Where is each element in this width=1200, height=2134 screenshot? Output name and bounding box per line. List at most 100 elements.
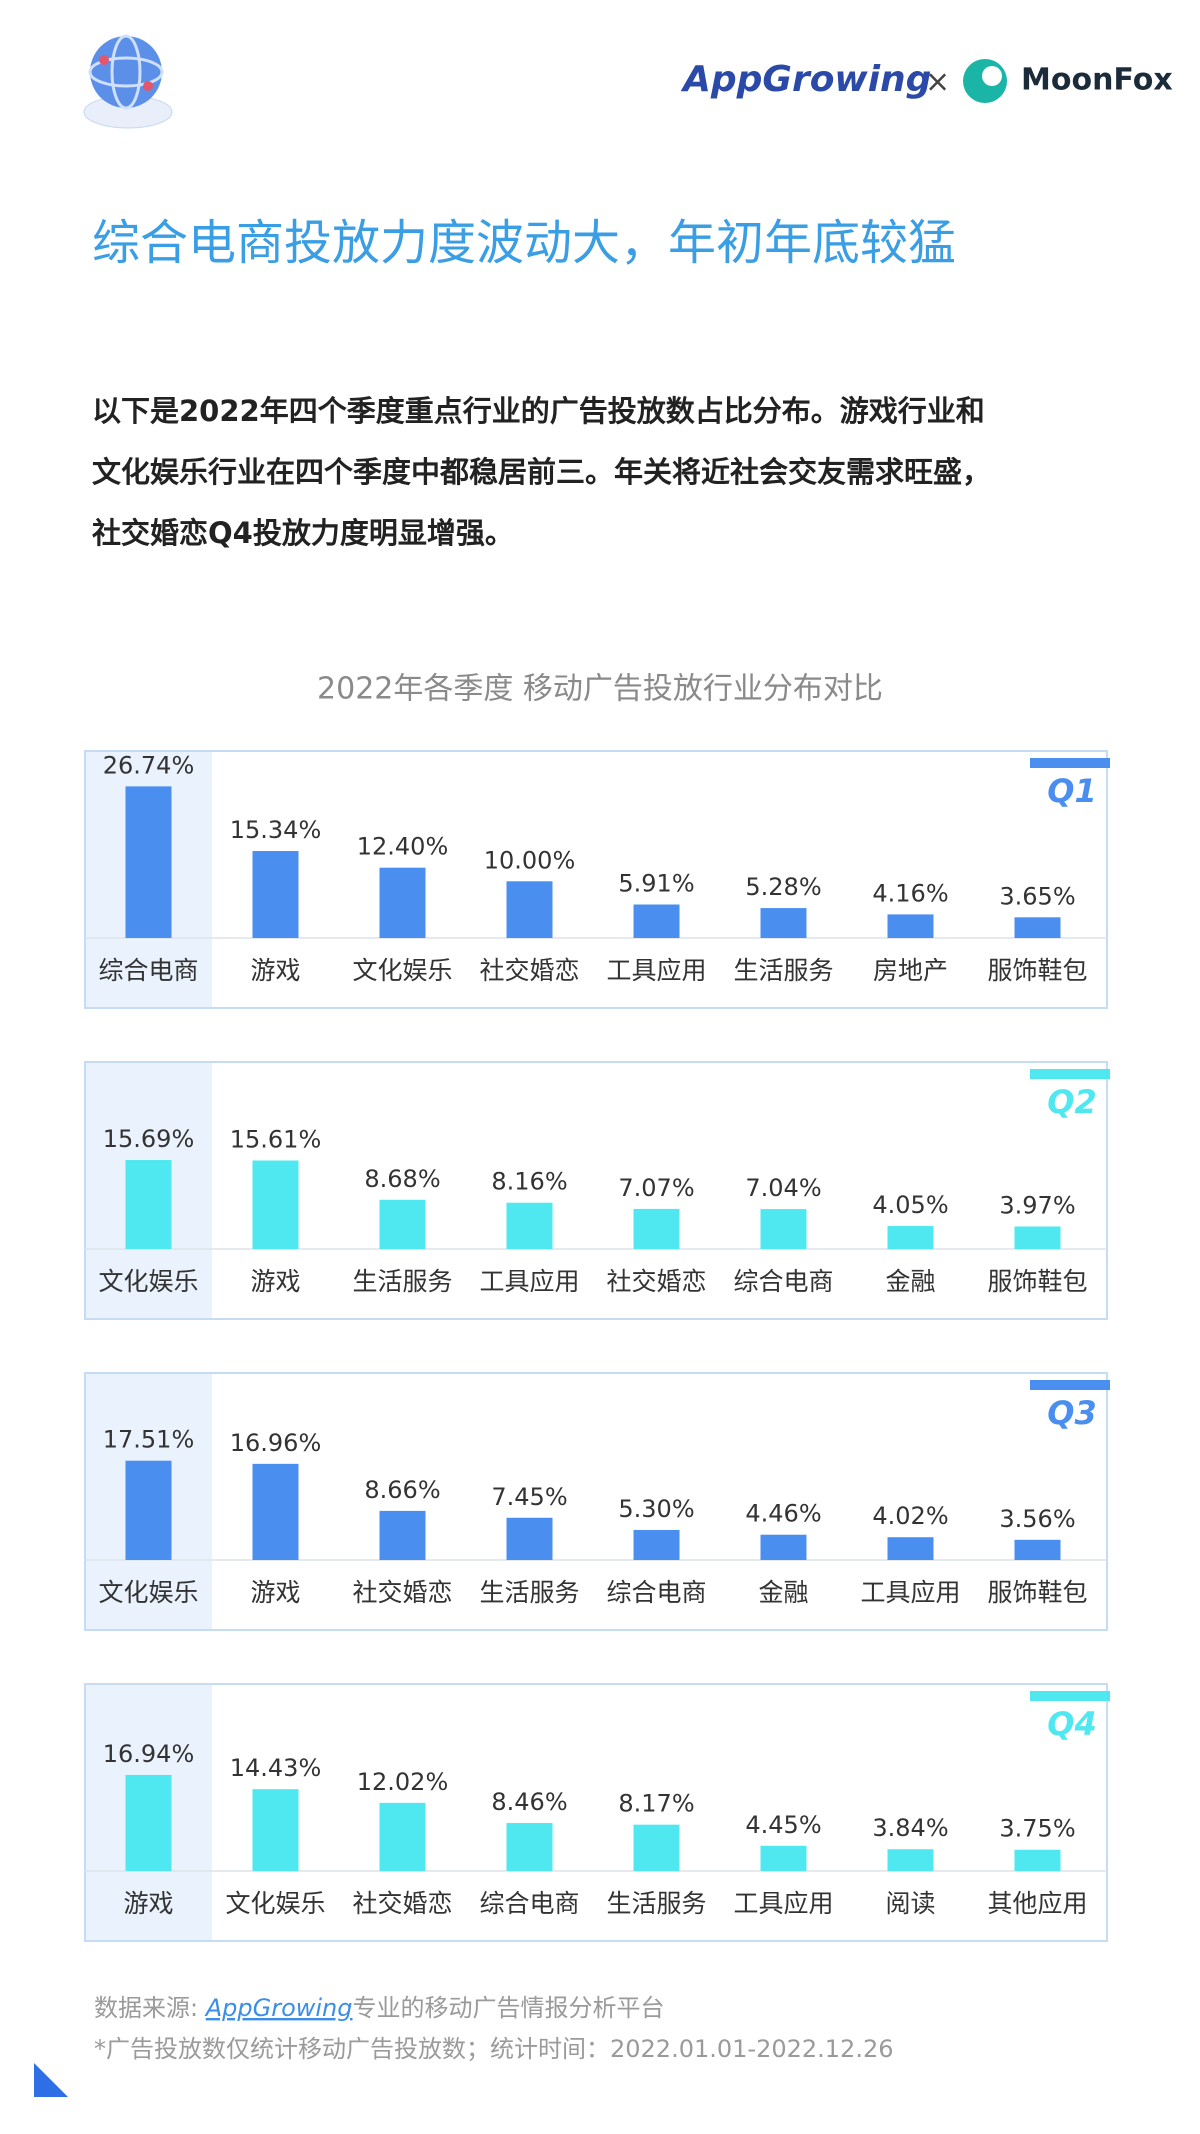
category-label: 文化娱乐 [98, 1578, 198, 1607]
bar [379, 1199, 426, 1249]
category-label: 文化娱乐 [225, 1889, 325, 1918]
bar [1014, 1226, 1061, 1249]
value-label: 8.17% [618, 1790, 694, 1818]
category-label: 综合电商 [479, 1889, 579, 1918]
category-label: 阅读 [885, 1889, 935, 1918]
source-link[interactable]: AppGrowing [204, 1994, 353, 2022]
panel-border [84, 750, 1108, 1009]
category-label: 社交婚恋 [606, 1267, 706, 1296]
category-label: 金融 [758, 1578, 808, 1607]
bar [887, 914, 934, 938]
charts: Q1 26.74% 综合电商 15.34% 游戏 12.40% 文化娱乐 10.00% 社交婚恋… [84, 750, 1110, 1942]
quarter-label: Q4 [1047, 1705, 1096, 1743]
brand-moonfox: MoonFox [1021, 63, 1173, 98]
bar [252, 1789, 299, 1871]
value-label: 7.04% [745, 1174, 821, 1202]
value-label: 7.07% [618, 1174, 694, 1202]
value-label: 5.30% [618, 1495, 694, 1523]
value-label: 16.96% [230, 1429, 322, 1457]
bar [506, 881, 553, 938]
paragraph: 以下是2022年四个季度重点行业的广告投放数占比分布。游戏行业和文化娱乐行业在四… [92, 394, 991, 550]
value-label: 3.56% [999, 1505, 1075, 1533]
bar [633, 1824, 680, 1871]
logo-icon [83, 34, 173, 129]
category-label: 社交婚恋 [352, 1889, 452, 1918]
value-label: 4.45% [745, 1811, 821, 1839]
value-label: 8.66% [364, 1476, 440, 1504]
panel-border [84, 1061, 1108, 1320]
value-label: 12.02% [357, 1768, 449, 1796]
paragraph-line: 文化娱乐行业在四个季度中都稳居前三。年关将近社会交友需求旺盛， [92, 455, 991, 489]
category-label: 游戏 [250, 1578, 300, 1607]
category-label: 服饰鞋包 [987, 1267, 1087, 1296]
value-label: 5.28% [745, 873, 821, 901]
bar [760, 1845, 807, 1871]
category-label: 社交婚恋 [352, 1578, 452, 1607]
value-label: 26.74% [103, 751, 195, 779]
footnote: *广告投放数仅统计移动广告投放数；统计时间：2022.01.01-2022.12… [94, 2035, 894, 2063]
bar [252, 1160, 299, 1249]
bar [633, 904, 680, 938]
value-label: 7.45% [491, 1483, 567, 1511]
value-label: 16.94% [103, 1740, 195, 1768]
value-label: 14.43% [230, 1754, 322, 1782]
category-label: 综合电商 [733, 1267, 833, 1296]
category-label: 服饰鞋包 [987, 1578, 1087, 1607]
source-suffix: 专业的移动广告情报分析平台 [353, 1994, 665, 2022]
quarter-label: Q2 [1047, 1083, 1096, 1121]
value-label: 8.16% [491, 1168, 567, 1196]
quarter-badge [1030, 1691, 1110, 1701]
charts-title: 2022年各季度 移动广告投放行业分布对比 [317, 672, 883, 707]
value-label: 3.84% [872, 1814, 948, 1842]
value-label: 4.05% [872, 1191, 948, 1219]
category-label: 游戏 [123, 1889, 173, 1918]
bar [379, 867, 426, 938]
value-label: 15.69% [103, 1125, 195, 1153]
bar [506, 1517, 553, 1560]
bar [506, 1823, 553, 1871]
quarter-label: Q1 [1047, 772, 1096, 810]
panel-border [84, 1683, 1108, 1942]
bar [887, 1537, 934, 1560]
bar [506, 1202, 553, 1249]
value-label: 15.61% [230, 1125, 322, 1153]
category-label: 金融 [885, 1267, 935, 1296]
bar [125, 786, 172, 938]
category-label: 文化娱乐 [352, 956, 452, 985]
bar [760, 1209, 807, 1249]
quarter-badge [1030, 758, 1110, 768]
category-label: 综合电商 [606, 1578, 706, 1607]
paragraph-line: 社交婚恋Q4投放力度明显增强。 [92, 516, 514, 550]
category-label: 生活服务 [479, 1578, 579, 1607]
bar [1014, 1849, 1061, 1871]
bar [252, 851, 299, 938]
bar [887, 1226, 934, 1249]
value-label: 17.51% [103, 1426, 195, 1454]
bar [760, 908, 807, 938]
category-label: 游戏 [250, 956, 300, 985]
category-label: 游戏 [250, 1267, 300, 1296]
moonfox-icon [963, 59, 1007, 103]
category-label: 生活服务 [352, 1267, 452, 1296]
bar [125, 1160, 172, 1249]
category-label: 工具应用 [860, 1578, 960, 1607]
value-label: 8.68% [364, 1165, 440, 1193]
value-label: 4.46% [745, 1500, 821, 1528]
bar [125, 1774, 172, 1871]
bar [1014, 917, 1061, 938]
value-label: 3.75% [999, 1815, 1075, 1843]
panel-border [84, 1372, 1108, 1631]
bar [887, 1849, 934, 1871]
source-prefix: 数据来源: [94, 1994, 206, 2022]
value-label: 4.16% [872, 879, 948, 907]
value-label: 5.91% [618, 869, 694, 897]
quarter-badge [1030, 1380, 1110, 1390]
paragraph-line: 以下是2022年四个季度重点行业的广告投放数占比分布。游戏行业和 [92, 394, 985, 428]
value-label: 4.02% [872, 1502, 948, 1530]
bar [633, 1529, 680, 1560]
quarter-label: Q3 [1047, 1394, 1096, 1432]
category-label: 综合电商 [98, 956, 198, 985]
bar [125, 1460, 172, 1560]
corner-mark [34, 2063, 68, 2097]
